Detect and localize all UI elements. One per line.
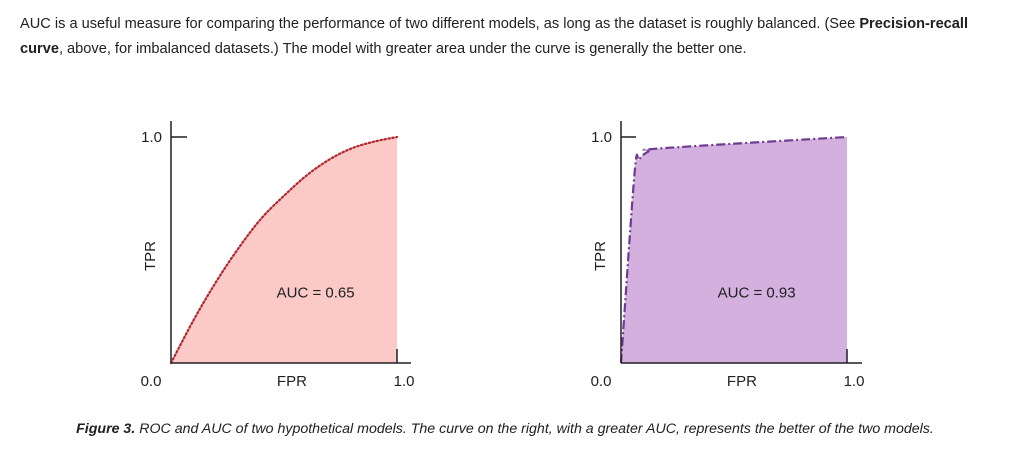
roc-curve — [619, 135, 848, 364]
x-tick-label: 0.0 — [141, 373, 162, 390]
x-tick-label: 1.0 — [394, 373, 415, 390]
caption-text: ROC and AUC of two hypothetical models. … — [135, 421, 934, 437]
roc-chart-right: 1.0 0.0 1.0 FPR TPR AUC = 0.93 — [591, 121, 865, 390]
auc-label: AUC = 0.93 — [718, 284, 796, 301]
roc-chart-left: 1.0 0.0 1.0 FPR TPR AUC = 0.65 — [141, 121, 415, 390]
x-tick-label: 0.0 — [591, 373, 612, 390]
y-axis-label: TPR — [592, 241, 609, 271]
y-axis-label: TPR — [142, 241, 159, 271]
auc-area — [621, 137, 847, 363]
auc-area — [171, 137, 397, 363]
y-tick-label: 1.0 — [141, 129, 162, 146]
intro-paragraph: AUC is a useful measure for comparing th… — [20, 12, 995, 62]
figure-caption: Figure 3. ROC and AUC of two hypothetica… — [0, 421, 1010, 437]
x-axis-label: FPR — [277, 373, 307, 390]
x-tick-label: 1.0 — [844, 373, 865, 390]
roc-curve — [169, 135, 399, 365]
paragraph-text: AUC is a useful measure for comparing th… — [20, 16, 860, 32]
auc-label: AUC = 0.65 — [277, 284, 355, 301]
paragraph-text-after: , above, for imbalanced datasets.) The m… — [58, 41, 747, 57]
x-axis-label: FPR — [727, 373, 757, 390]
caption-label: Figure 3. — [76, 421, 136, 437]
precision-recall-link[interactable]: Precision-recall curve — [20, 16, 969, 57]
y-tick-label: 1.0 — [591, 129, 612, 146]
